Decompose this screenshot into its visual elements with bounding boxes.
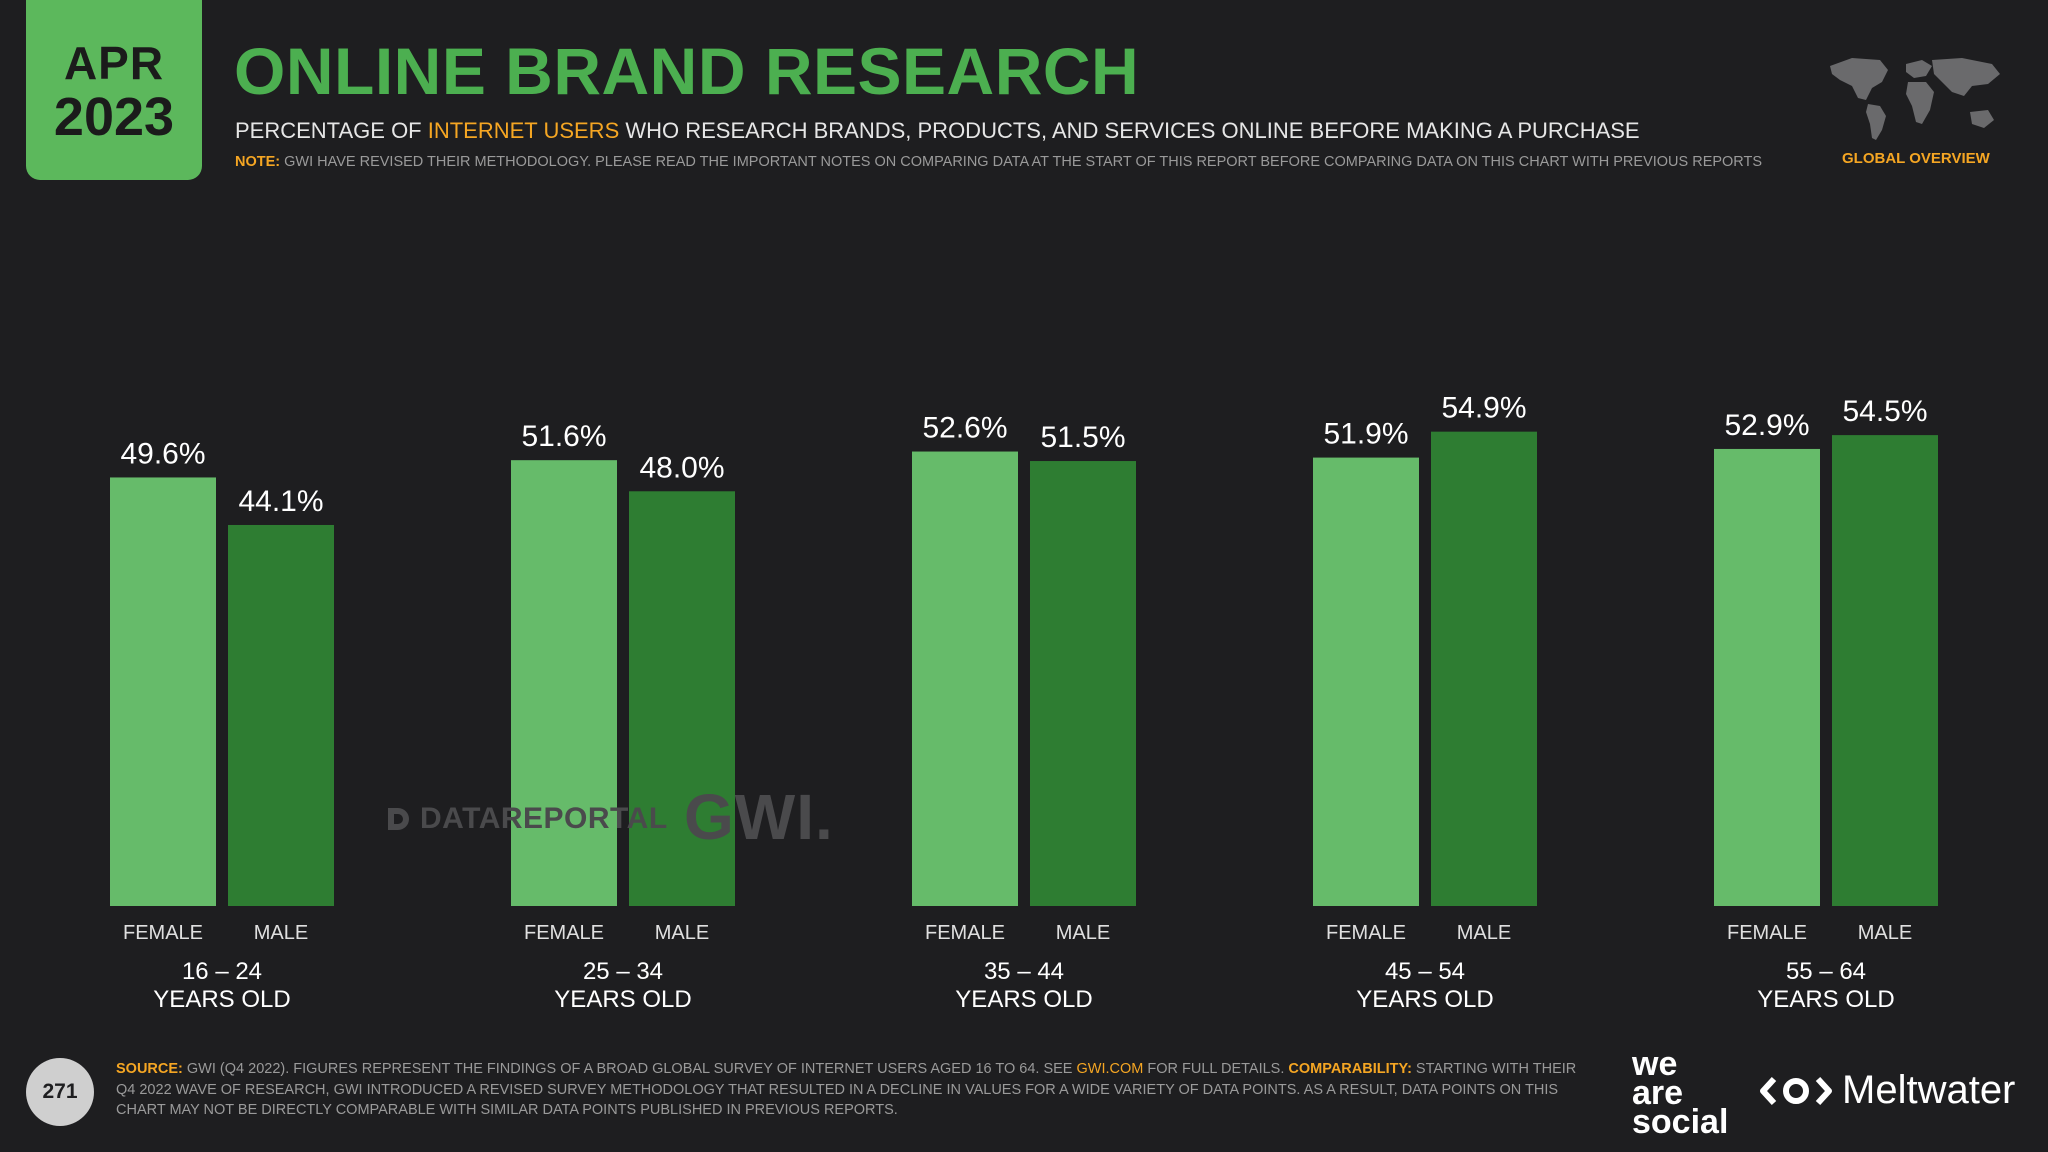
bar-male: [1431, 431, 1537, 906]
gwi-link[interactable]: GWI.COM: [1076, 1061, 1144, 1077]
subtitle-highlight: INTERNET USERS: [427, 118, 620, 143]
methodology-note: NOTE: GWI HAVE REVISED THEIR METHODOLOGY…: [235, 154, 1762, 170]
series-label-female: FEMALE: [123, 922, 203, 944]
data-label: 51.9%: [1323, 418, 1408, 451]
series-label-male: MALE: [1858, 922, 1912, 944]
bar-male: [629, 491, 735, 906]
data-label: 52.9%: [1724, 409, 1809, 442]
source-label: SOURCE:: [116, 1061, 183, 1077]
page-number: 271: [26, 1058, 94, 1126]
category-unit-label: YEARS OLD: [955, 986, 1092, 1013]
we-are-social-logo: we are social: [1632, 1045, 1729, 1141]
meltwater-logo: Meltwater: [1760, 1068, 2015, 1113]
data-label: 54.5%: [1842, 395, 1927, 428]
series-label-male: MALE: [1457, 922, 1511, 944]
gwi-watermark: GWI.: [684, 781, 834, 853]
category-unit-label: YEARS OLD: [153, 986, 290, 1013]
data-label: 51.5%: [1040, 421, 1125, 454]
datareportal-logo-icon: [388, 808, 409, 830]
datareportal-watermark: DATAREPORTAL: [384, 802, 668, 836]
global-overview-label: GLOBAL OVERVIEW: [1842, 150, 1990, 167]
series-label-male: MALE: [254, 922, 308, 944]
meltwater-icon: [1760, 1076, 1832, 1105]
source-text-after: FOR FULL DETAILS.: [1143, 1061, 1289, 1077]
series-label-female: FEMALE: [1727, 922, 1807, 944]
datareportal-text: DATAREPORTAL: [420, 802, 668, 835]
bar-female: [1714, 448, 1820, 906]
data-label: 54.9%: [1441, 392, 1526, 425]
note-label: NOTE:: [235, 154, 281, 170]
category-unit-label: YEARS OLD: [1356, 986, 1493, 1013]
data-label: 49.6%: [120, 437, 205, 470]
comparability-label: COMPARABILITY:: [1288, 1061, 1412, 1077]
bar-female: [1313, 457, 1419, 906]
data-label: 51.6%: [521, 420, 606, 453]
chart-subtitle: PERCENTAGE OF INTERNET USERS WHO RESEARC…: [235, 118, 1640, 144]
meltwater-text: Meltwater: [1842, 1068, 2016, 1112]
badge-year: 2023: [53, 87, 175, 147]
series-label-male: MALE: [1056, 922, 1110, 944]
data-label: 44.1%: [238, 485, 323, 518]
subtitle-text-after: WHO RESEARCH BRANDS, PRODUCTS, AND SERVI…: [619, 118, 1640, 143]
category-range-label: 45 – 54: [1385, 958, 1465, 985]
category-range-label: 55 – 64: [1786, 958, 1866, 985]
was-logo-line: we: [1632, 1045, 1678, 1083]
bar-male: [1030, 461, 1136, 906]
category-range-label: 35 – 44: [984, 958, 1064, 985]
bar-male: [228, 524, 334, 906]
page-title: ONLINE BRAND RESEARCH: [234, 34, 1140, 108]
bar-female: [912, 451, 1018, 906]
data-label: 48.0%: [639, 451, 724, 484]
bar-male: [1832, 435, 1938, 906]
note-text: GWI HAVE REVISED THEIR METHODOLOGY. PLEA…: [280, 154, 1763, 170]
bar-female: [511, 460, 617, 906]
series-label-female: FEMALE: [925, 922, 1005, 944]
subtitle-text: PERCENTAGE OF: [235, 118, 428, 143]
was-logo-line: are: [1632, 1074, 1684, 1112]
series-label-female: FEMALE: [1326, 922, 1406, 944]
comparability-text: STARTING WITH THEIR Q4 2022 WAVE OF RESE…: [116, 1061, 1577, 1118]
bar-female: [110, 477, 216, 906]
category-range-label: 25 – 34: [583, 958, 663, 985]
category-range-label: 16 – 24: [182, 958, 262, 985]
category-unit-label: YEARS OLD: [554, 986, 691, 1013]
data-label: 52.6%: [922, 412, 1007, 445]
world-map-icon: [1830, 58, 2000, 140]
date-badge: APR 2023: [26, 0, 202, 180]
source-note: SOURCE: GWI (Q4 2022). FIGURES REPRESENT…: [116, 1059, 1596, 1121]
series-label-female: FEMALE: [524, 922, 604, 944]
was-logo-line: social: [1632, 1103, 1729, 1141]
category-unit-label: YEARS OLD: [1757, 986, 1894, 1013]
badge-month: APR: [63, 37, 165, 89]
source-text: GWI (Q4 2022). FIGURES REPRESENT THE FIN…: [182, 1061, 1077, 1077]
series-label-male: MALE: [655, 922, 709, 944]
